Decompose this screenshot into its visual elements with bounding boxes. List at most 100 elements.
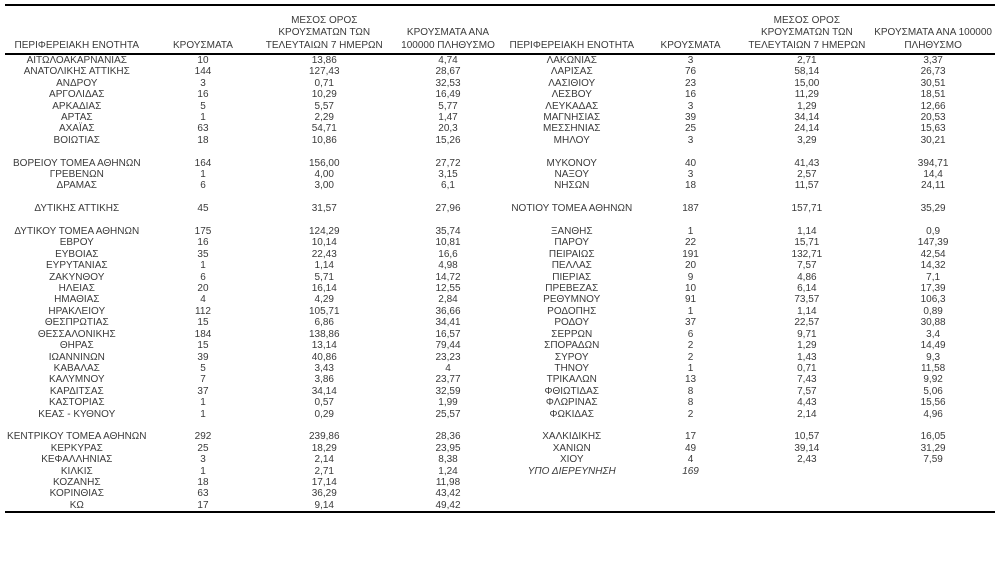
- table-cell: 31,57: [311, 203, 337, 215]
- table-cell: 16,14: [311, 283, 337, 295]
- column-header-avg7-left: ΜΕΣΟΣ ΟΡΟΣ ΚΡΟΥΣΜΑΤΩΝ ΤΩΝ ΤΕΛΕΥΤΑΙΩΝ 7 Η…: [257, 5, 392, 55]
- table-cell: 3,86: [314, 374, 334, 386]
- table-cell: 14,49: [920, 340, 946, 352]
- table-cell: ΑΡΓΟΛΙΔΑΣ: [49, 89, 105, 101]
- table-cell: ΠΕΙΡΑΙΩΣ: [548, 248, 595, 260]
- table-cell: ΑΙΤΩΛΟΑΚΑΡΝΑΝΙΑΣ: [26, 55, 127, 66]
- table-cell: 4,29: [314, 294, 334, 306]
- table-cell: 23,95: [435, 442, 461, 454]
- table-cell: 2,84: [438, 294, 458, 306]
- table-cell: 16,6: [438, 248, 458, 260]
- table-row: ΑΡΤΑΣ 1 2,29 1,47 ΜΑΓΝΗΣΙΑΣ 39 34,14 20,53: [5, 112, 995, 123]
- table-cell: 9,71: [797, 328, 817, 340]
- table-cell: 15,56: [920, 397, 946, 409]
- table-row: ΗΡΑΚΛΕΙΟΥ 112 105,71 36,66 ΡΟΔΟΠΗΣ 1 1,14 0,89: [5, 306, 995, 317]
- table-cell: 187: [682, 203, 699, 215]
- table-row: ΒΟΙΩΤΙΑΣ 18 10,86 15,26 ΜΗΛΟΥ 3 3,29 30,21: [5, 135, 995, 146]
- table-cell: 5: [200, 100, 206, 112]
- table-row: [5, 146, 995, 157]
- table-cell: 1,29: [797, 100, 817, 112]
- table-cell: 34,14: [311, 385, 337, 397]
- table-cell: 5,06: [923, 385, 943, 397]
- table-cell: 157,71: [791, 203, 823, 215]
- table-cell: 0,89: [923, 305, 943, 317]
- table-row: ΚΕΑΣ - ΚΥΘΝΟΥ 1 0,29 25,57 ΦΩΚΙΔΑΣ 2 2,14 4,96: [5, 409, 995, 420]
- table-cell: 3: [200, 77, 206, 89]
- table-cell: 6: [687, 328, 694, 340]
- table-cell: 35,74: [435, 226, 461, 238]
- table-cell: 2,29: [314, 112, 334, 124]
- table-row: ΖΑΚΥΝΘΟΥ 6 5,71 14,72 ΠΙΕΡΙΑΣ 9 4,86 7,1: [5, 272, 995, 283]
- table-cell: 10: [197, 55, 209, 66]
- table-cell: 0,57: [314, 397, 334, 409]
- table-cell: ΔΡΑΜΑΣ: [56, 180, 97, 192]
- column-header-per100k-right: ΚΡΟΥΣΜΑΤΑ ΑΝΑ 100000 ΠΛΗΘΥΣΜΟ: [871, 5, 995, 55]
- table-cell: 73,57: [794, 294, 820, 306]
- table-cell: 4,96: [923, 408, 943, 420]
- table-cell: ΚΙΛΚΙΣ: [60, 465, 93, 477]
- table-cell: ΡΟΔΟΠΗΣ: [547, 305, 597, 317]
- table-cell: 58,14: [794, 66, 820, 78]
- table-cell: 39: [684, 112, 697, 124]
- table-cell: 9: [687, 271, 694, 283]
- table-cell: [391, 192, 505, 203]
- table-cell: 25: [684, 123, 697, 135]
- table-cell: 20: [197, 283, 209, 295]
- table-cell: 0,71: [314, 77, 334, 89]
- table-cell: 30,21: [920, 134, 946, 146]
- table-cell: 63: [197, 488, 209, 500]
- table-cell: [391, 215, 505, 226]
- table-cell: ΔΥΤΙΚΟΥ ΤΟΜΕΑ ΑΘΗΝΩΝ: [14, 226, 140, 238]
- column-header-label: ΚΡΟΥΣΜΑΤΑ ΑΝΑ 100000 ΠΛΗΘΥΣΜΟ: [874, 27, 992, 51]
- table-cell: 39,14: [794, 442, 820, 454]
- column-header-label: ΠΕΡΙΦΕΡΕΙΑΚΗ ΕΝΟΤΗΤΑ: [509, 39, 634, 51]
- table-cell: 63: [197, 123, 209, 135]
- table-row: ΙΩΑΝΝΙΝΩΝ 39 40,86 23,23 ΣΥΡΟΥ 2 1,43 9,3: [5, 352, 995, 363]
- table-cell: [149, 146, 258, 157]
- table-cell: [743, 488, 872, 499]
- table-cell: 2,71: [314, 465, 334, 477]
- table-cell: 112: [195, 305, 211, 317]
- table-cell: [505, 500, 639, 512]
- table-cell: 3,37: [923, 55, 943, 66]
- table-cell: [743, 192, 872, 203]
- table-cell: 91: [684, 294, 697, 306]
- table-cell: 1: [200, 397, 206, 409]
- table-cell: [871, 488, 995, 499]
- table-cell: 7,57: [797, 260, 817, 272]
- table-cell: ΘΕΣΣΑΛΟΝΙΚΗΣ: [37, 328, 116, 340]
- table-cell: ΚΕΝΤΡΙΚΟΥ ΤΟΜΕΑ ΑΘΗΝΩΝ: [7, 431, 147, 443]
- table-cell: [639, 477, 743, 488]
- table-row: ΚΑΡΔΙΤΣΑΣ 37 34,14 32,59 ΦΘΙΩΤΙΔΑΣ 8 7,57 5,06: [5, 386, 995, 397]
- table-cell: 7,57: [797, 385, 817, 397]
- table-cell: 6: [200, 271, 206, 283]
- table-cell: 10: [684, 283, 697, 295]
- table-row: ΚΕΝΤΡΙΚΟΥ ΤΟΜΕΑ ΑΘΗΝΩΝ 292 239,86 28,36 ΧΑΛΚ…: [5, 431, 995, 442]
- table-cell: ΛΕΣΒΟΥ: [551, 89, 592, 101]
- table-cell: 31,29: [920, 442, 946, 454]
- table-cell: [257, 420, 391, 431]
- table-cell: 156,00: [308, 157, 340, 169]
- table-cell: 25: [197, 442, 209, 454]
- table-cell: ΑΝΑΤΟΛΙΚΗΣ ΑΤΤΙΚΗΣ: [23, 66, 130, 78]
- table-cell: 1,43: [797, 351, 817, 363]
- table-cell: 24,11: [920, 180, 946, 192]
- table-cell: ΦΩΚΙΔΑΣ: [549, 408, 594, 420]
- table-cell: [391, 420, 505, 431]
- table-cell: 11,98: [435, 476, 461, 488]
- table-cell: 18: [197, 476, 209, 488]
- table-cell: [871, 146, 995, 157]
- table-cell: 37: [197, 385, 209, 397]
- table-cell: [639, 192, 743, 203]
- table-cell: [639, 500, 743, 512]
- table-cell: 13,14: [311, 340, 337, 352]
- table-cell: [149, 192, 258, 203]
- table-cell: ΚΑΣΤΟΡΙΑΣ: [49, 397, 105, 409]
- table-cell: ΖΑΚΥΝΘΟΥ: [49, 271, 105, 283]
- table-cell: ΚΩ: [69, 499, 84, 511]
- table-cell: 34,14: [794, 112, 820, 124]
- table-cell: 37: [684, 317, 697, 329]
- table-row: ΘΕΣΠΡΩΤΙΑΣ 15 6,86 34,41 ΡΟΔΟΥ 37 22,57 30,88: [5, 317, 995, 328]
- table-cell: 11,57: [794, 180, 819, 192]
- column-header-avg7-right: ΜΕΣΟΣ ΟΡΟΣ ΚΡΟΥΣΜΑΤΩΝ ΤΩΝ ΤΕΛΕΥΤΑΙΩΝ 7 Η…: [742, 5, 872, 55]
